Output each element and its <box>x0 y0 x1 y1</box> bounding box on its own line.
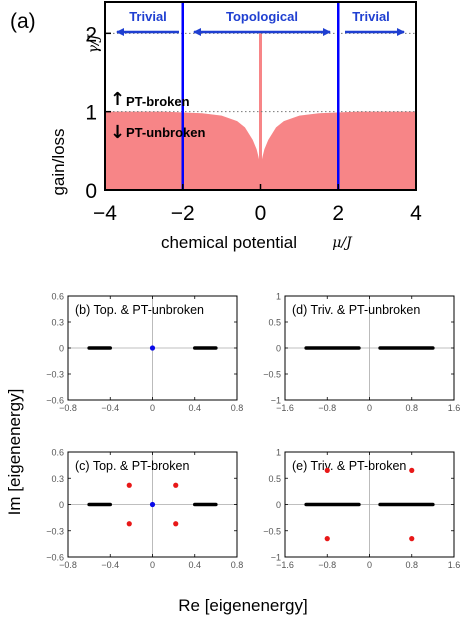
x-tick-label: 0.8 <box>405 403 418 413</box>
panel-c-chart: (c) Top. & PT-broken −0.8 −0.4 0 0.4 0.8 −0.6 −… <box>46 448 243 571</box>
y-tick-label: −1 <box>271 396 281 406</box>
x-tick-label: −0.8 <box>59 560 77 570</box>
y-tick-label: 0.5 <box>268 474 281 484</box>
y-tick-label: 1 <box>85 102 97 125</box>
region-label-topological: Topological <box>226 9 298 24</box>
panel-b-chart: (b) Top. & PT-unbroken −0.8 −0.4 0 0.4 0.8 −0.… <box>46 292 243 414</box>
y-tick-label: 1 <box>276 448 281 458</box>
spike-at-zero <box>259 33 262 191</box>
panel-d-title: (d) Triv. & PT-unbroken <box>292 303 420 317</box>
broken-eigenvalue-point <box>409 536 415 542</box>
y-tick-label: 0 <box>59 344 64 354</box>
panel-d-chart: (d) Triv. & PT-unbroken −1.6 −0.8 0 0.8 1.6 −1… <box>263 292 460 414</box>
y-tick-label: 1 <box>276 292 281 302</box>
zero-mode-point <box>149 501 156 508</box>
x-tick-label: 0 <box>150 403 155 413</box>
y-tick-label: 0 <box>59 500 64 510</box>
panel-e-chart: (e) Triv. & PT-broken −1.6 −0.8 0 0.8 1.6 −1 −0… <box>263 448 460 571</box>
panel-a-chart: (a) −4 −2 0 2 4 0 1 2 Trivial Topological Trivi… <box>10 1 422 252</box>
broken-eigenvalue-point <box>324 536 330 542</box>
broken-eigenvalue-point <box>173 482 179 488</box>
x-tick-label: 1.6 <box>448 560 461 570</box>
y-tick-label: 0.3 <box>51 318 64 328</box>
y-tick-label: 0.5 <box>268 318 281 328</box>
x-tick-label: 0 <box>255 202 267 225</box>
y-tick-label: −0.6 <box>46 396 64 406</box>
region-label-trivial-left: Trivial <box>129 9 167 24</box>
y-tick-label: 0 <box>276 500 281 510</box>
x-tick-label: −0.8 <box>318 560 336 570</box>
x-tick-label: −2 <box>171 202 195 225</box>
y-tick-label: −0.5 <box>263 526 281 536</box>
panel-a-ylabel-symbol: γ/J <box>86 33 102 53</box>
x-tick-label: 0 <box>367 560 372 570</box>
panel-e-title: (e) Triv. & PT-broken <box>292 459 406 473</box>
x-tick-label: 1.6 <box>448 403 461 413</box>
broken-eigenvalue-point <box>409 467 415 473</box>
x-tick-label: −1.6 <box>276 403 294 413</box>
y-tick-label: 2 <box>85 23 97 46</box>
broken-eigenvalue-point <box>126 521 132 527</box>
x-tick-label: 0 <box>367 403 372 413</box>
x-tick-label: 2 <box>332 202 344 225</box>
y-tick-label: −1 <box>271 553 281 563</box>
x-tick-label: −0.8 <box>318 403 336 413</box>
zero-mode-point <box>149 345 156 351</box>
y-tick-label: −0.5 <box>263 370 281 380</box>
y-tick-label: 0.3 <box>51 474 64 484</box>
y-tick-label: −0.6 <box>46 553 64 563</box>
panel-a-xlabel: chemical potential <box>161 233 297 252</box>
panel-a-plot-area: −4 −2 0 2 4 0 1 2 <box>85 1 422 225</box>
x-tick-label: 0.8 <box>231 403 244 413</box>
pt-unbroken-label: PT-unbroken <box>126 125 206 140</box>
broken-eigenvalue-point <box>324 467 330 473</box>
region-label-trivial-right: Trivial <box>352 9 390 24</box>
x-tick-label: −0.8 <box>59 403 77 413</box>
panel-a-xlabel-symbol: μ/J <box>332 235 353 251</box>
panel-a-label: (a) <box>10 10 36 33</box>
shared-ylabel: Im [eigenenergy] <box>5 389 24 516</box>
x-tick-label: −0.4 <box>101 403 119 413</box>
x-tick-label: −4 <box>93 202 117 225</box>
x-tick-label: −1.6 <box>276 560 294 570</box>
pt-broken-label: PT-broken <box>126 94 190 109</box>
panel-a-ylabel: gain/loss <box>49 128 68 195</box>
x-tick-label: 0.8 <box>231 560 244 570</box>
broken-eigenvalue-point <box>126 482 132 488</box>
y-tick-label: −0.3 <box>46 370 64 380</box>
x-tick-label: −0.4 <box>101 560 119 570</box>
arrow-up-icon: ↑ <box>110 89 125 110</box>
x-tick-label: 0.8 <box>405 560 418 570</box>
x-tick-label: 0 <box>150 560 155 570</box>
y-tick-label: 0 <box>276 344 281 354</box>
x-tick-label: 0.4 <box>188 560 201 570</box>
y-tick-label: −0.3 <box>46 526 64 536</box>
y-tick-label: 0.6 <box>51 292 64 302</box>
x-tick-label: 0.4 <box>188 403 201 413</box>
y-tick-label: 0 <box>85 180 97 203</box>
panel-b-title: (b) Top. & PT-unbroken <box>75 303 204 317</box>
y-tick-label: 0.6 <box>51 448 64 458</box>
arrow-down-icon: ↓ <box>110 122 125 143</box>
x-tick-label: 4 <box>410 202 422 225</box>
broken-eigenvalue-point <box>173 521 179 527</box>
panel-c-title: (c) Top. & PT-broken <box>75 459 189 473</box>
shared-xlabel: Re [eigenenergy] <box>178 596 307 615</box>
